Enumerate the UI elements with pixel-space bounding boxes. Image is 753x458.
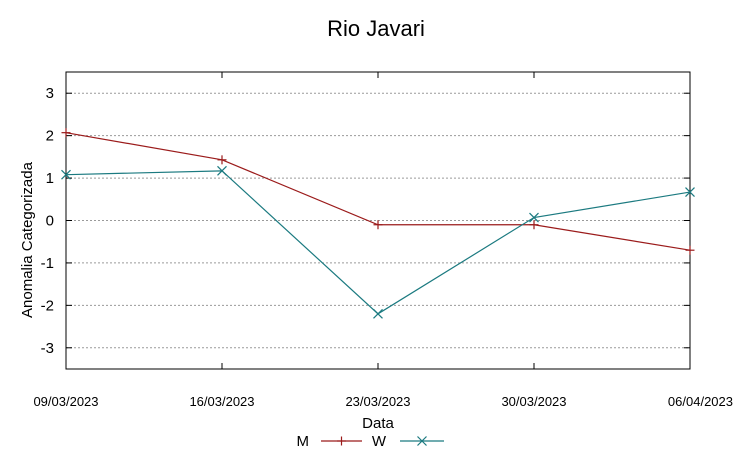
- series-layer: [61, 128, 695, 319]
- data-point: [529, 212, 539, 223]
- x-tick-label: 06/04/2023: [668, 394, 733, 409]
- series-w: [61, 165, 695, 319]
- grid-lines: [66, 92, 690, 349]
- chart-title: Rio Javari: [327, 16, 425, 41]
- data-point: [417, 436, 427, 446]
- legend-entry: W: [372, 433, 444, 450]
- y-tick-label: -3: [41, 340, 54, 357]
- data-point: [529, 220, 539, 230]
- legend-entry: M: [297, 433, 362, 450]
- legend-label: W: [372, 433, 387, 450]
- data-point: [373, 308, 383, 319]
- data-point: [373, 220, 383, 230]
- data-point: [685, 187, 695, 197]
- x-tick-label: 30/03/2023: [501, 394, 566, 409]
- y-tick-label: 1: [46, 170, 54, 187]
- legend-label: M: [297, 433, 310, 450]
- y-tick-label: 3: [46, 85, 54, 102]
- y-tick-label: 2: [46, 128, 54, 145]
- series-m: [61, 128, 695, 255]
- y-tick-label: 0: [46, 213, 54, 230]
- series-line: [65, 170, 691, 315]
- data-point: [337, 436, 346, 446]
- x-tick-label: 23/03/2023: [345, 394, 410, 409]
- data-point: [217, 155, 227, 165]
- data-point: [217, 165, 227, 176]
- y-axis-ticks: 3 2 1 0 -1 -2 -3: [41, 85, 690, 357]
- series-line: [65, 132, 691, 251]
- x-axis-label: Data: [362, 415, 394, 432]
- y-axis-label: Anomalia Categorizada: [19, 161, 36, 318]
- data-point: [61, 169, 71, 180]
- y-tick-label: -1: [41, 255, 54, 272]
- x-axis-ticks: 09/03/2023 16/03/2023 23/03/2023 30/03/2023…: [33, 72, 733, 409]
- x-tick-label: 09/03/2023: [33, 394, 98, 409]
- data-point: [685, 245, 695, 255]
- y-tick-label: -2: [41, 297, 54, 314]
- x-tick-label: 16/03/2023: [189, 394, 254, 409]
- data-point: [61, 128, 71, 138]
